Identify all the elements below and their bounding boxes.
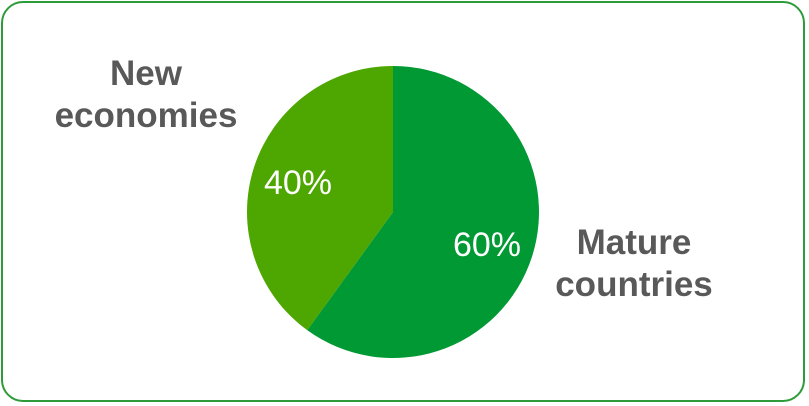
data-label-mature-countries: 60% <box>453 226 521 264</box>
category-label-new-economies: New economies <box>48 53 244 137</box>
pie-slices <box>246 66 539 358</box>
data-label-new-economies: 40% <box>264 164 332 202</box>
category-label-line: countries <box>555 265 713 304</box>
category-label-line: Mature <box>576 223 692 262</box>
pie-slice-mature-countries <box>307 66 539 358</box>
category-label-mature-countries: Mature countries <box>548 222 720 306</box>
category-label-line: economies <box>54 96 238 135</box>
pie-data-labels: 60% 40% <box>264 164 521 264</box>
category-label-line: New <box>110 54 182 93</box>
pie-slice-new-economies <box>246 66 393 331</box>
